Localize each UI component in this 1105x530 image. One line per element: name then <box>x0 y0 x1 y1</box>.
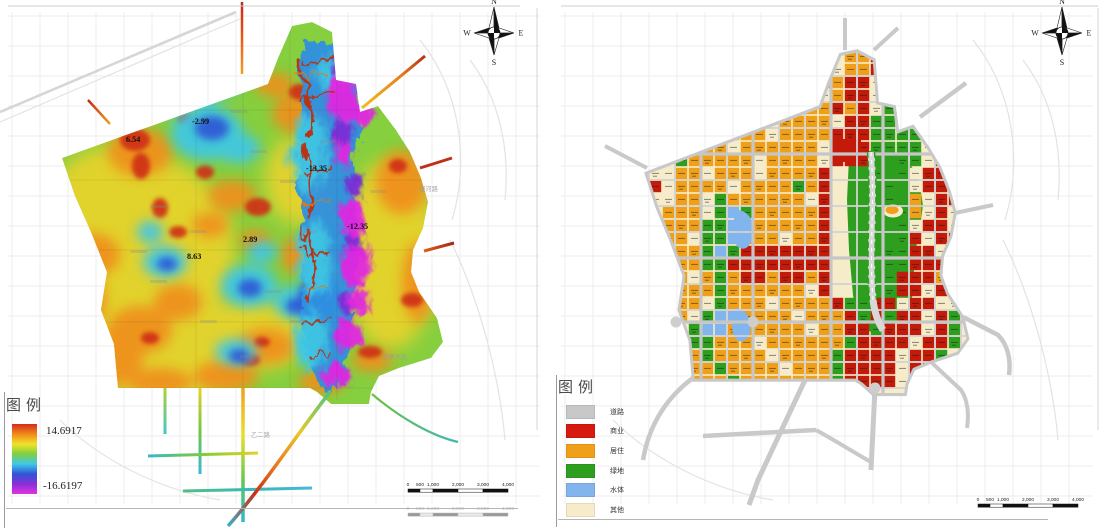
legend-item-2: 居住 <box>566 441 624 461</box>
legend-item-4: 水体 <box>566 480 624 500</box>
svg-text:3,000: 3,000 <box>1047 497 1059 503</box>
svg-text:500: 500 <box>986 497 994 503</box>
legend-frame-line <box>4 392 5 528</box>
legend-label: 道路 <box>610 408 624 416</box>
svg-text:3,000: 3,000 <box>477 482 489 488</box>
scale-bar: 0 500 1,000 2,000 3,000 4,000 <box>407 482 514 493</box>
legend-swatch <box>566 404 595 419</box>
svg-text:2,000: 2,000 <box>452 506 464 512</box>
legend-swatch <box>566 443 595 458</box>
landuse-map-panel: N S E W 0 500 1,000 2,000 3,000 4,000 图例 道路商业居住绿地… <box>553 0 1105 530</box>
legend-label: 居住 <box>610 447 624 455</box>
terrain-heatmap-panel: 6.54 -2.99 -13.35 -12.35 2.89 8.63 乙二路 蓝亭大街 银河路 N… <box>0 0 552 530</box>
value-label: -12.35 <box>347 222 368 231</box>
compass-letter-w: W <box>1031 29 1039 38</box>
legend-item-3: 绿地 <box>566 461 624 481</box>
heatmap-canvas: 6.54 -2.99 -13.35 -12.35 2.89 8.63 乙二路 蓝亭大街 银河路 N… <box>0 0 540 528</box>
legend-item-0: 道路 <box>566 402 624 422</box>
highway <box>866 151 886 332</box>
legend-label: 其他 <box>610 506 624 514</box>
scale-bar: 0 500 1,000 2,000 3,000 4,000 <box>977 497 1084 508</box>
large-commercial-block <box>832 139 861 162</box>
legend-label: 商业 <box>610 428 624 436</box>
rainbow-roads <box>87 2 459 528</box>
svg-text:1,000: 1,000 <box>997 497 1009 503</box>
compass-letter-n: N <box>1059 0 1065 6</box>
legend-title: 图例 <box>558 379 599 396</box>
legend-swatch <box>566 483 595 498</box>
road-label: 乙二路 <box>251 430 271 439</box>
svg-text:4,000: 4,000 <box>502 482 514 488</box>
compass-rose: N S E W <box>1031 0 1091 67</box>
base-street-grid-curves <box>612 39 1060 501</box>
roundabout <box>670 316 682 328</box>
sheet-bottom-rule <box>558 519 1048 520</box>
value-label: -13.35 <box>306 164 327 173</box>
legend-label: 绿地 <box>610 467 624 475</box>
landuse-canvas: N S E W 0 500 1,000 2,000 3,000 4,000 <box>561 0 1099 508</box>
road-label: 银河路 <box>419 184 439 193</box>
scale-min-value: -16.6197 <box>43 480 83 492</box>
landuse-legend: 图例 道路商业居住绿地水体其他 <box>558 376 718 517</box>
road-name-labels: 乙二路 蓝亭大街 银河路 <box>251 184 439 439</box>
exterior-roads <box>604 18 1012 506</box>
compass-letter-s: S <box>492 58 496 67</box>
color-scale-bar <box>12 424 37 494</box>
legend-label: 水体 <box>610 487 624 495</box>
svg-text:4,000: 4,000 <box>502 506 514 512</box>
value-label: 6.54 <box>126 135 140 144</box>
scale-bar: 0 500 1,000 2,000 3,000 4,000 <box>407 506 514 517</box>
legend-swatch <box>566 463 595 478</box>
elevation-heatmap <box>62 22 443 404</box>
ring-road <box>644 49 970 397</box>
legend-title: 图例 <box>6 397 47 414</box>
ridge-lines <box>295 48 337 356</box>
compass-letter-e: E <box>1087 29 1092 38</box>
valley-corridor <box>288 36 370 390</box>
svg-text:500: 500 <box>416 482 424 488</box>
legend-item-5: 其他 <box>566 500 624 520</box>
svg-text:0: 0 <box>407 506 410 512</box>
value-label: -2.99 <box>192 117 209 126</box>
svg-text:2,000: 2,000 <box>452 482 464 488</box>
roundabout <box>747 316 759 328</box>
sheet-bottom-rule <box>6 508 518 509</box>
compass-letter-n: N <box>491 0 497 6</box>
legend-item-1: 商业 <box>566 422 624 442</box>
faint-road-labels <box>130 110 387 358</box>
value-label: 8.63 <box>187 252 201 261</box>
compass-letter-s: S <box>1060 58 1064 67</box>
compass-rose: N S E W <box>463 0 523 67</box>
base-street-grid-curves <box>59 39 507 501</box>
road-label: 蓝亭大街 <box>382 352 408 361</box>
nw-corridor-road <box>0 10 243 123</box>
lake <box>733 210 754 249</box>
heatmap-legend: 图例 14.6917 -16.6197 <box>6 394 166 494</box>
value-label: 2.89 <box>243 235 257 244</box>
roundabout <box>869 382 881 394</box>
svg-text:3,000: 3,000 <box>477 506 489 512</box>
legend-swatch <box>566 424 595 439</box>
svg-text:0: 0 <box>407 482 410 488</box>
compass-letter-w: W <box>463 29 471 38</box>
svg-text:500: 500 <box>416 506 424 512</box>
legend-swatch <box>566 502 595 517</box>
svg-text:2,000: 2,000 <box>1022 497 1034 503</box>
scale-max-value: 14.6917 <box>46 425 82 437</box>
svg-text:1,000: 1,000 <box>427 482 439 488</box>
svg-text:4,000: 4,000 <box>1072 497 1084 503</box>
compass-letter-e: E <box>519 29 524 38</box>
svg-text:1,000: 1,000 <box>427 506 439 512</box>
elevation-value-labels: 6.54 -2.99 -13.35 -12.35 2.89 8.63 <box>126 117 368 261</box>
legend-frame-line <box>556 375 557 527</box>
pond <box>731 308 751 342</box>
svg-text:0: 0 <box>977 497 980 503</box>
